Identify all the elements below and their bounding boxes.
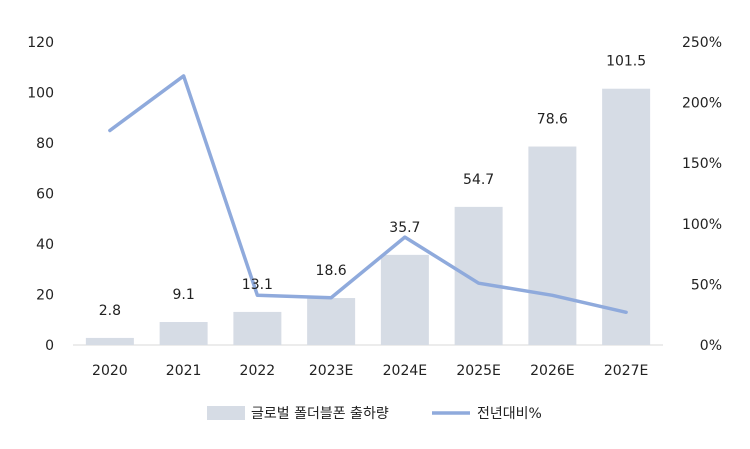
x-tick-label: 2026E [530,363,574,379]
line-series [108,74,628,315]
x-tick-label: 2027E [604,363,648,379]
legend-bar-label: 글로벌 폴더블폰 출하량 [251,406,389,422]
legend-line-label: 전년대비% [477,406,542,422]
bar-data-label: 9.1 [172,287,194,303]
legend: 글로벌 폴더블폰 출하량 전년대비% [207,406,542,422]
left-tick-label: 40 [36,237,54,253]
bar [159,322,208,345]
left-tick-label: 60 [36,187,54,203]
bar [307,298,356,345]
bar-data-label: 35.7 [389,220,420,236]
x-axis: 2020 2021 2022 2023E 2024E 2025E 2026E 2027E [92,363,648,379]
right-tick-label: 250% [682,35,722,51]
bar-data-label: 54.7 [463,172,494,188]
bar-data-label: 2.8 [99,303,121,319]
x-tick-label: 2020 [92,363,128,379]
bar-series [85,88,651,346]
bar-data-label: 13.1 [242,277,273,293]
left-tick-label: 120 [27,35,54,51]
bar-data-label: 18.6 [316,263,347,279]
right-tick-label: 0% [700,338,722,354]
bar [602,88,651,346]
left-axis: 0 20 40 60 80 100 120 [27,35,54,354]
left-tick-label: 20 [36,288,54,304]
x-tick-label: 2022 [240,363,276,379]
x-tick-label: 2024E [383,363,427,379]
bar [454,206,503,345]
right-tick-label: 150% [682,156,722,172]
left-tick-label: 0 [45,338,54,354]
left-tick-label: 100 [27,86,54,102]
x-tick-label: 2025E [456,363,500,379]
x-tick-label: 2021 [166,363,202,379]
bar [85,337,134,345]
right-axis: 0% 50% 100% 150% 200% 250% [682,35,722,354]
bar-data-label: 101.5 [606,54,646,70]
right-tick-label: 200% [682,96,722,112]
bar [380,254,429,345]
left-tick-label: 80 [36,136,54,152]
yoy-line [108,74,628,315]
bar [233,311,282,345]
bar-data-label: 78.6 [537,112,568,128]
right-tick-label: 50% [691,277,722,293]
right-tick-label: 100% [682,217,722,233]
x-tick-label: 2023E [309,363,353,379]
bar [528,146,577,345]
bar-data-labels: 2.8 9.1 13.1 18.6 35.7 54.7 78.6 101.5 [99,54,646,319]
legend-bar-swatch [207,406,245,420]
